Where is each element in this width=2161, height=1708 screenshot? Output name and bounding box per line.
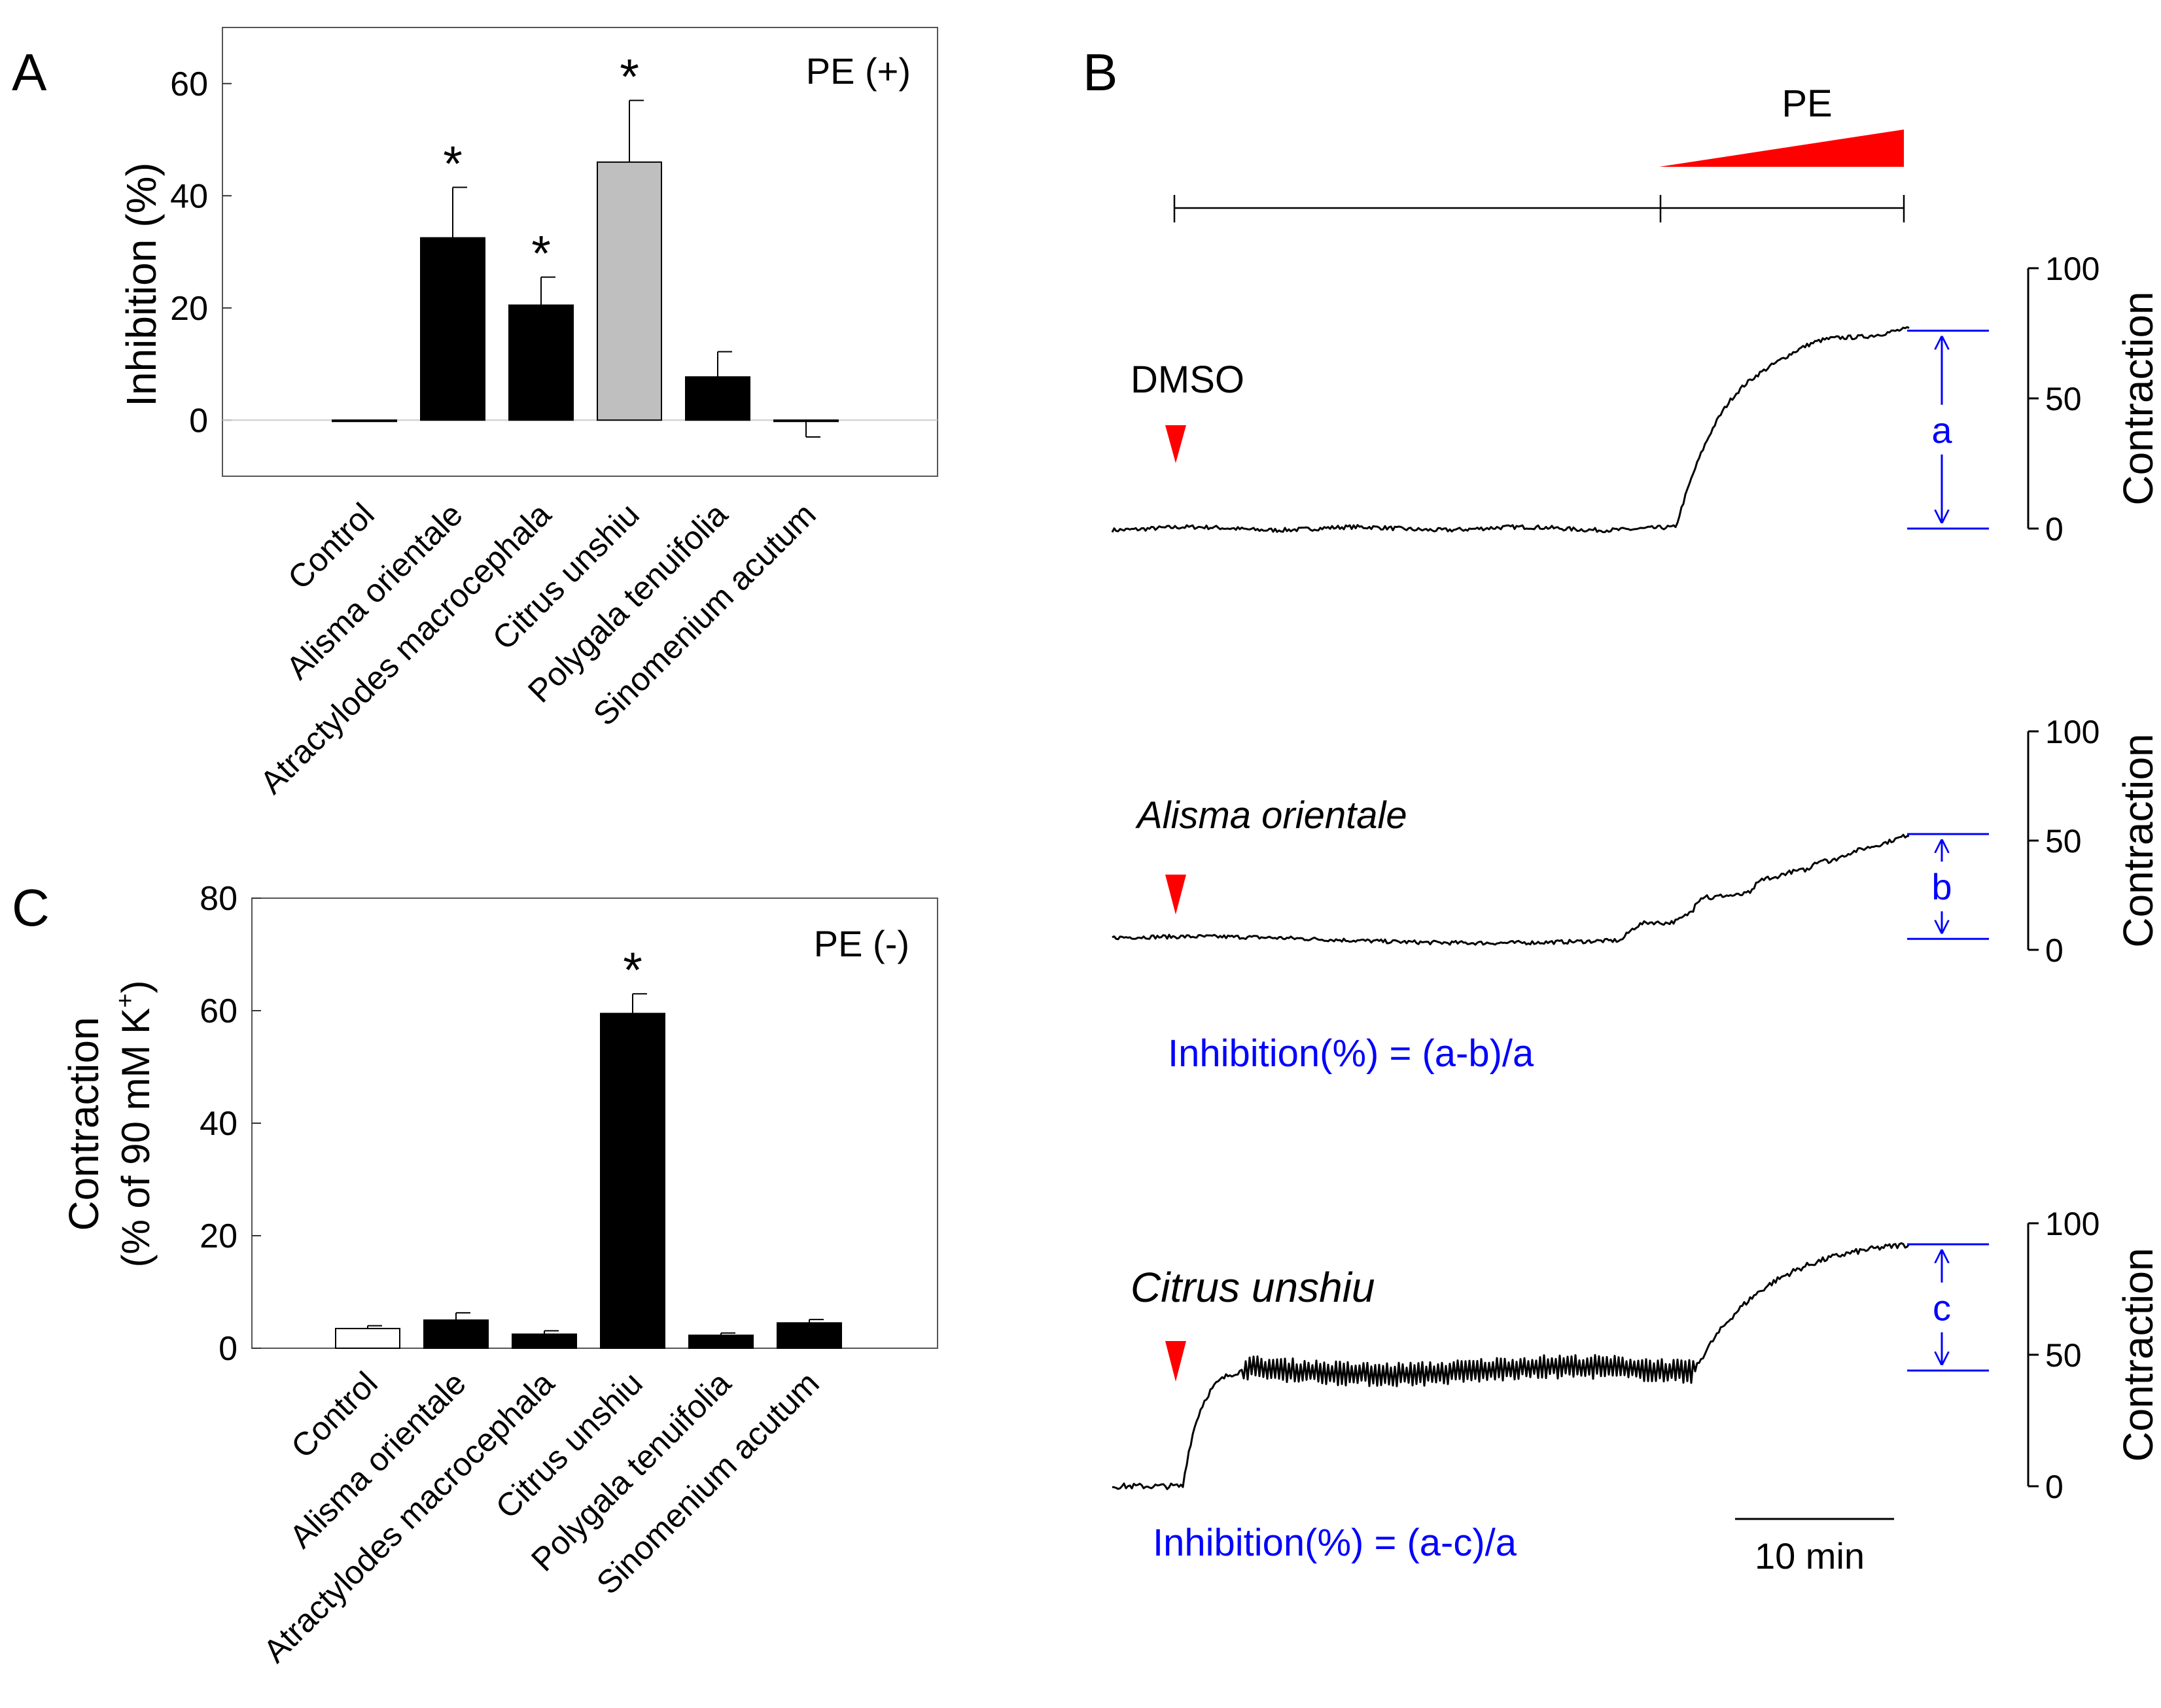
formula-c: Inhibition(%) = (a-c)/a [1153, 1522, 1517, 1564]
trace-citrus-unshiu-y-tick-label: 100 [2045, 1206, 2100, 1242]
trace-citrus-unshiu-y-axis-label: Contraction [2115, 1247, 2161, 1461]
panel-a-bar-polygala-tenuifolia [685, 376, 750, 421]
panel-c-annotation: PE (-) [814, 923, 909, 964]
trace-citrus-unshiu-y-tick-label: 50 [2045, 1337, 2082, 1374]
panel-a-significance-citrus-unshiu: * [620, 49, 639, 105]
trace-citrus-unshiu-arrowhead [1165, 1341, 1186, 1382]
panel-a-bar-control [332, 419, 397, 423]
panel-a-y-axis-label: Inhibition (%) [118, 162, 165, 407]
panel-a-bar-atractylodes-macrocephala [508, 304, 574, 421]
panel-c-bar-citrus-unshiu [600, 1013, 665, 1350]
panel-c-y-tick-label: 0 [219, 1330, 237, 1368]
trace-citrus-unshiu-label: Citrus unshiu [1131, 1264, 1375, 1311]
protocol-timeline [1173, 195, 1905, 222]
panel-a: A PE (+) Inhibition (%) 0 20 40 60 * * * Cont… [12, 27, 938, 801]
panel-c-bar-alisma-orientale [423, 1319, 489, 1349]
panel-a-y-tick-label: 40 [170, 177, 208, 215]
panel-c-y-axis-label-line1: Contraction [60, 1017, 107, 1230]
trace-alisma-orientale-y-tick-label: 0 [2045, 932, 2064, 969]
time-scale-bar: 10 min [1735, 1518, 1894, 1577]
trace-line-alisma-orientale [1112, 833, 1910, 946]
panel-a-y-tick-label: 0 [189, 402, 208, 440]
trace-alisma-orientale: Alisma orientale Inhibition(%) = (a-b)/a [1135, 794, 1534, 1075]
trace-dmso-y-tick-label: 50 [2045, 381, 2082, 417]
trace-alisma-orientale-y-tick-label: 50 [2045, 823, 2082, 860]
panel-a-y-tick-label: 20 [170, 290, 208, 328]
panel-label-b: B [1083, 43, 1117, 101]
panel-a-significance-atractylodes-macrocephala: * [531, 226, 551, 282]
trace-alisma-orientale-arrowhead [1165, 875, 1186, 915]
panel-c-y-tick-label: 80 [200, 880, 237, 918]
panel-c-significance-citrus-unshiu: * [623, 943, 642, 998]
trace-dmso-y-tick-label: 100 [2045, 251, 2100, 287]
panel-c-bar-polygala-tenuifolia [688, 1334, 754, 1349]
trace-citrus-unshiu-y-tick-label: 0 [2045, 1469, 2064, 1505]
scale-bar-label: 10 min [1755, 1535, 1865, 1577]
trace-dmso-y-axis-label: Contraction [2115, 291, 2161, 505]
marker-letter-alisma-orientale: b [1931, 866, 1952, 907]
trace-dmso: DMSO [1131, 358, 1244, 463]
pe-wedge [1659, 130, 1904, 167]
trace-dmso-y-tick-label: 0 [2045, 511, 2064, 548]
panel-label-c: C [12, 879, 50, 937]
marker-letter-citrus-unshiu: c [1933, 1287, 1951, 1329]
panel-a-bar-alisma-orientale [420, 237, 485, 421]
panel-c-y-axis-label-line2: (% of 90 mM K+) [112, 981, 158, 1268]
panel-c-y-ticks: 0 20 40 60 80 [200, 880, 261, 1368]
panel-c-bar-atractylodes-macrocephala [512, 1333, 577, 1349]
panel-c-bar-sinomenium-acutum [777, 1322, 842, 1350]
trace-alisma-orientale-label: Alisma orientale [1135, 794, 1407, 837]
panel-a-significance-alisma-orientale: * [443, 136, 463, 192]
panel-b: B PE DMSO Alisma orientale Inhibition(%)… [1083, 43, 2161, 1577]
panel-a-plot-frame [222, 27, 938, 477]
trace-citrus-unshiu: Citrus unshiu Inhibition(%) = (a-c)/a [1131, 1264, 1517, 1564]
panel-c-y-tick-label: 60 [200, 992, 237, 1030]
panel-c-y-tick-label: 40 [200, 1105, 237, 1143]
panel-a-y-ticks: 0 20 40 60 [170, 65, 232, 440]
panel-c-y-axis-label-superscript: + [112, 994, 139, 1008]
formula-b: Inhibition(%) = (a-b)/a [1168, 1032, 1534, 1075]
panel-a-y-tick-label: 60 [170, 65, 208, 103]
trace-dmso-label: DMSO [1131, 358, 1244, 401]
panel-a-bars: * * * [222, 49, 938, 438]
panel-a-bar-citrus-unshiu [597, 161, 662, 421]
panel-c-bar-control [335, 1327, 400, 1350]
trace-alisma-orientale-y-tick-label: 100 [2045, 714, 2100, 750]
panel-label-a: A [12, 43, 47, 101]
panel-b-difference-markers: a b c [1907, 330, 1989, 1372]
pe-protocol-label: PE [1782, 82, 1832, 125]
panel-c: C PE (-) Contraction (% of 90 mM K+) 0 20… [12, 879, 938, 1669]
trace-alisma-orientale-y-axis-label: Contraction [2115, 733, 2161, 947]
trace-line-citrus-unshiu [1112, 1242, 1910, 1490]
panel-c-plot-frame [251, 898, 938, 1349]
trace-line-dmso [1111, 326, 1910, 533]
marker-letter-dmso: a [1931, 410, 1952, 451]
panel-c-y-tick-label: 20 [200, 1217, 237, 1255]
panel-a-annotation: PE (+) [806, 50, 911, 92]
trace-dmso-arrowhead [1165, 425, 1186, 463]
panel-b-contraction-axes: 0 50 100 Contraction 0 50 100 Contraction 0 50 100… [2027, 251, 2161, 1505]
panel-b-trace-lines [1111, 326, 1910, 1490]
panel-c-bars: * [335, 943, 842, 1350]
